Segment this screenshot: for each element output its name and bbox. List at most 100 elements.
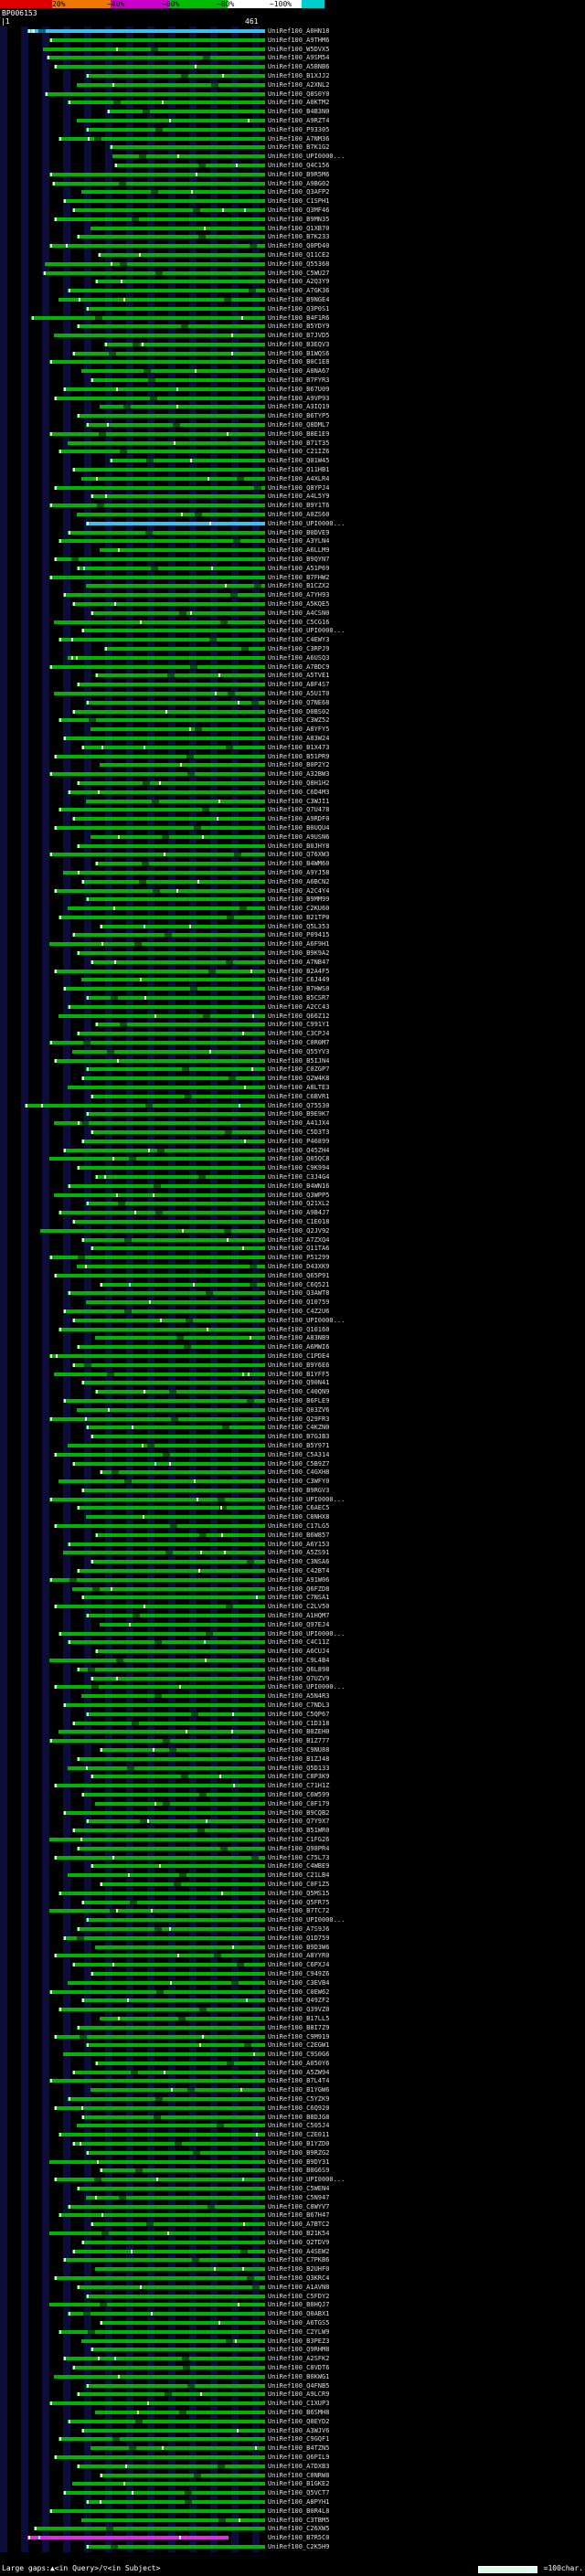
hit-label[interactable]: UniRef100_D43XK9 <box>268 1262 330 1270</box>
hit-label[interactable]: UniRef100_Q29FR3 <box>268 1415 330 1423</box>
hit-label[interactable]: UniRef100_B0JHY8 <box>268 842 330 850</box>
hit-label[interactable]: UniRef100_Q7U478 <box>268 806 330 814</box>
hit-label[interactable]: UniRef100_B1WQS6 <box>268 349 330 357</box>
hit-label[interactable]: UniRef100_D0BS02 <box>268 707 330 716</box>
hit-label[interactable]: UniRef100_B9RGV3 <box>268 1486 330 1494</box>
hit-label[interactable]: UniRef100_C26XW5 <box>268 2525 330 2533</box>
hit-label[interactable]: UniRef100_A7NB47 <box>268 958 330 966</box>
hit-label[interactable]: UniRef100_B2UHF0 <box>268 2265 330 2274</box>
hit-label[interactable]: UniRef100_B2A4F5 <box>268 967 330 975</box>
hit-label[interactable]: UniRef100_B1YZD0 <box>268 2140 330 2148</box>
hit-label[interactable]: UniRef100_A7NM36 <box>268 134 330 143</box>
hit-label[interactable]: UniRef100_Q4FNB5 <box>268 2381 330 2390</box>
hit-label[interactable]: UniRef100_A0NA67 <box>268 367 330 376</box>
hit-label[interactable]: UniRef100_A9BG02 <box>268 179 330 187</box>
hit-label[interactable]: UniRef100_B9MM99 <box>268 896 330 904</box>
hit-label[interactable]: UniRef100_Q7NE68 <box>268 698 330 706</box>
hit-label[interactable]: UniRef100_Q65P91 <box>268 1271 330 1279</box>
hit-label[interactable]: UniRef100_B9K9A2 <box>268 949 330 958</box>
hit-label[interactable]: UniRef100_C0EW62 <box>268 1988 330 1996</box>
hit-label[interactable]: UniRef100_A7DXB3 <box>268 2462 330 2470</box>
hit-label[interactable]: UniRef100_Q2JV92 <box>268 1226 330 1235</box>
hit-label[interactable]: UniRef100_A7ZXQ4 <box>268 1235 330 1244</box>
hit-label[interactable]: UniRef100_C1PDE4 <box>268 1352 330 1360</box>
hit-label[interactable]: UniRef100_C40QN9 <box>268 1388 330 1396</box>
hit-label[interactable]: UniRef100_B6SMH8 <box>268 2408 330 2416</box>
hit-label[interactable]: UniRef100_A9YJ58 <box>268 868 330 876</box>
hit-label[interactable]: UniRef100_C5CG16 <box>268 618 330 626</box>
hit-label[interactable]: UniRef100_P93305 <box>268 125 330 133</box>
hit-label[interactable]: UniRef100_B8I7Z9 <box>268 2023 330 2031</box>
hit-label[interactable]: UniRef100_A7GK36 <box>268 287 330 295</box>
hit-label[interactable]: UniRef100_A51P69 <box>268 564 330 572</box>
hit-label[interactable]: UniRef100_B51WR0 <box>268 1827 330 1835</box>
hit-label[interactable]: UniRef100_Q10759 <box>268 1299 330 1307</box>
hit-label[interactable]: UniRef100_A3IQ19 <box>268 403 330 411</box>
hit-label[interactable]: UniRef100_C6D4M3 <box>268 788 330 796</box>
hit-label[interactable]: UniRef100_Q66Z12 <box>268 1012 330 1020</box>
hit-label[interactable]: UniRef100_B9Y6E6 <box>268 1361 330 1369</box>
hit-label[interactable]: UniRef100_C1XUP3 <box>268 2400 330 2408</box>
hit-label[interactable]: UniRef100_A83NB9 <box>268 1334 330 1342</box>
hit-label[interactable]: UniRef100_B5YDY9 <box>268 323 330 331</box>
hit-label[interactable]: UniRef100_B7TC72 <box>268 1907 330 1915</box>
hit-label[interactable]: UniRef100_C75L73 <box>268 1853 330 1861</box>
hit-label[interactable]: UniRef100_B8G6S9 <box>268 2167 330 2175</box>
hit-label[interactable]: UniRef100_C2LV50 <box>268 1603 330 1611</box>
hit-label[interactable]: UniRef100_C1D318 <box>268 1719 330 1727</box>
hit-label[interactable]: UniRef100_B8DJG8 <box>268 2113 330 2121</box>
hit-label[interactable]: UniRef100_A9VP93 <box>268 394 330 402</box>
hit-label[interactable]: UniRef100_A6MWI6 <box>268 1343 330 1352</box>
hit-label[interactable]: UniRef100_Q98PR4 <box>268 1844 330 1852</box>
hit-label[interactable]: UniRef100_Q1D759 <box>268 1934 330 1942</box>
hit-label[interactable]: UniRef100_A0HN18 <box>268 27 330 35</box>
hit-label[interactable]: UniRef100_A2CC43 <box>268 1002 330 1011</box>
hit-label[interactable]: UniRef100_C6W599 <box>268 1790 330 1798</box>
hit-label[interactable]: UniRef100_B1X473 <box>268 743 330 751</box>
hit-label[interactable]: UniRef100_B21TP0 <box>268 913 330 921</box>
hit-label[interactable]: UniRef100_B4TZN5 <box>268 2444 330 2453</box>
hit-label[interactable]: UniRef100_B5IJN4 <box>268 1056 330 1065</box>
hit-label[interactable]: UniRef100_Q21XL2 <box>268 1200 330 1208</box>
hit-label[interactable]: UniRef100_C505J4 <box>268 2122 330 2130</box>
hit-label[interactable]: UniRef100_Q3KRC4 <box>268 2274 330 2283</box>
hit-label[interactable]: UniRef100_Q7UZV9 <box>268 1674 330 1682</box>
hit-label[interactable]: UniRef100_Q45ZH4 <box>268 1146 330 1154</box>
hit-label[interactable]: UniRef100_Q8H1H2 <box>268 779 330 787</box>
hit-label[interactable]: UniRef100_B9NGE4 <box>268 295 330 303</box>
hit-label[interactable]: UniRef100_Q05QC8 <box>268 1155 330 1163</box>
hit-label[interactable]: UniRef100_UPI0000... <box>268 153 346 161</box>
hit-label[interactable]: UniRef100_Q8DML7 <box>268 421 330 429</box>
hit-label[interactable]: UniRef100_B1XJJ2 <box>268 71 330 80</box>
hit-label[interactable]: UniRef100_B71T35 <box>268 439 330 447</box>
hit-label[interactable]: UniRef100_A6USQ3 <box>268 653 330 662</box>
hit-label[interactable]: UniRef100_Q01W45 <box>268 457 330 465</box>
hit-label[interactable]: UniRef100_W5DVX5 <box>268 45 330 53</box>
hit-label[interactable]: UniRef100_A8YYR0 <box>268 1952 330 1960</box>
hit-label[interactable]: UniRef100_C3WFY0 <box>268 1478 330 1486</box>
hit-label[interactable]: UniRef100_B3PEZ3 <box>268 2337 330 2345</box>
hit-label[interactable]: UniRef100_C5WEN4 <box>268 2185 330 2193</box>
hit-label[interactable]: UniRef100_Q11CE2 <box>268 250 330 259</box>
hit-label[interactable]: UniRef100_A4SEW2 <box>268 2247 330 2255</box>
hit-label[interactable]: UniRef100_A5ZW94 <box>268 2068 330 2076</box>
hit-label[interactable]: UniRef100_A050Y6 <box>268 2059 330 2067</box>
hit-label[interactable]: UniRef100_B5CSR7 <box>268 994 330 1002</box>
hit-label[interactable]: UniRef100_B3EQV3 <box>268 340 330 348</box>
hit-label[interactable]: UniRef100_B1YFF5 <box>268 1370 330 1378</box>
hit-label[interactable]: UniRef100_B4B3N0 <box>268 108 330 116</box>
hit-label[interactable]: UniRef100_A5ZS91 <box>268 1549 330 1557</box>
hit-label[interactable]: UniRef100_A3YLN4 <box>268 537 330 546</box>
hit-label[interactable]: UniRef100_C3RPJ9 <box>268 644 330 652</box>
hit-label[interactable]: UniRef100_C71H1Z <box>268 1782 330 1790</box>
hit-label[interactable]: UniRef100_UPI0000... <box>268 519 346 527</box>
hit-label[interactable]: UniRef100_C5N947 <box>268 2193 330 2201</box>
hit-label[interactable]: UniRef100_Q6PIL9 <box>268 2453 330 2461</box>
hit-label[interactable]: UniRef100_Q11TA6 <box>268 1245 330 1253</box>
hit-label[interactable]: UniRef100_C9L4B4 <box>268 1657 330 1665</box>
hit-label[interactable]: UniRef100_Q3MF46 <box>268 206 330 214</box>
hit-label[interactable]: UniRef100_B0C1E8 <box>268 358 330 366</box>
hit-label[interactable]: UniRef100_A8PYH1 <box>268 2497 330 2506</box>
hit-label[interactable]: UniRef100_UPI0000... <box>268 1629 346 1638</box>
hit-label[interactable]: UniRef100_C8WYV7 <box>268 2202 330 2210</box>
